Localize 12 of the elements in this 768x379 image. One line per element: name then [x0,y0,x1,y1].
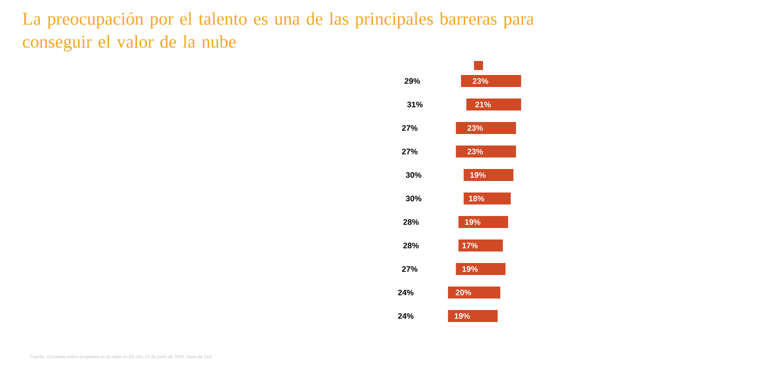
bar [448,286,500,299]
bar [464,169,514,181]
bar [456,146,516,158]
bar [448,310,498,322]
bar [460,75,522,87]
bar [466,98,522,110]
bar [456,263,506,276]
chart-title: La preocupación por el talento es una de las principales barreras para conseguir el valor de la nube [22,12,534,52]
bar [456,122,516,134]
bar [458,216,508,228]
bar [464,192,511,204]
bar [458,240,503,252]
